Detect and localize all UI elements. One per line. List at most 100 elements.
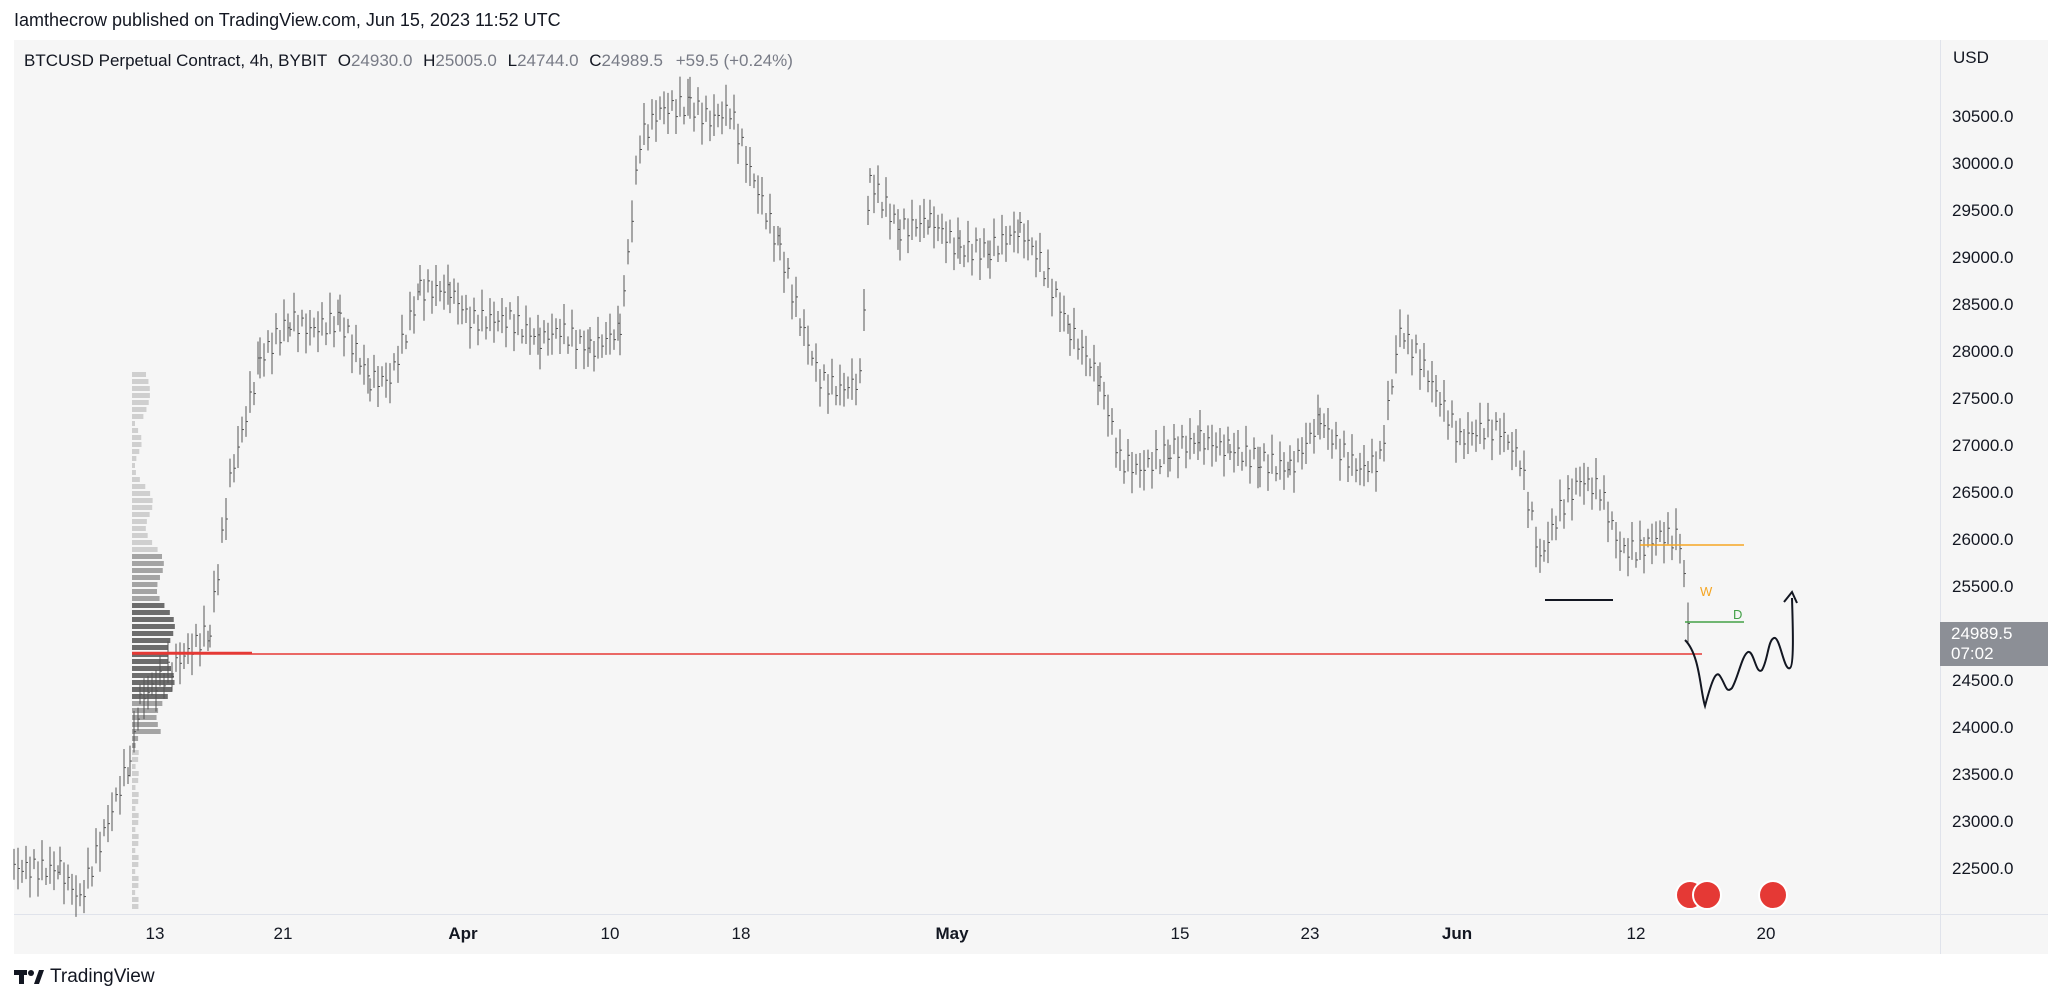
volume-profile-bar	[132, 442, 142, 447]
volume-profile-bar	[132, 750, 139, 755]
candle-series	[13, 76, 1690, 917]
volume-profile-bar	[132, 785, 136, 790]
volume-profile-bar	[132, 771, 139, 776]
volume-profile-bar	[132, 792, 139, 797]
tradingview-brand[interactable]: TradingView	[14, 966, 155, 988]
volume-profile-bar	[132, 498, 153, 503]
price-tick-label: 24000.0	[1952, 718, 2014, 737]
close-label: C	[589, 51, 602, 70]
volume-profile-bar	[132, 904, 139, 909]
volume-profile-bar	[132, 449, 140, 454]
volume-profile-bar	[132, 659, 169, 664]
volume-profile-bar	[132, 820, 139, 825]
volume-profile-bar	[132, 869, 136, 874]
price-tick-label: 30500.0	[1952, 107, 2014, 126]
volume-profile-bar	[132, 589, 158, 594]
volume-profile-bar	[132, 505, 153, 510]
weekly-level-label: W	[1700, 584, 1713, 599]
change-value: +59.5 (+0.24%)	[675, 51, 793, 70]
volume-profile-bar	[132, 400, 149, 405]
volume-profile-bar	[132, 883, 139, 888]
time-tick-label: 20	[1756, 924, 1776, 943]
us-flag-event-icon[interactable]	[1692, 880, 1722, 910]
volume-profile-bar	[132, 596, 160, 601]
price-axis[interactable]	[1940, 40, 2048, 914]
low-value: 24744.0	[517, 51, 579, 70]
publish-caption: Iamthecrow published on TradingView.com,…	[14, 10, 561, 30]
time-tick-label: 21	[273, 924, 293, 943]
currency-label[interactable]: USD	[1953, 48, 1989, 67]
volume-profile-bar	[132, 617, 174, 622]
volume-profile-bar	[132, 575, 160, 580]
volume-profile-bar	[132, 673, 174, 678]
price-tick-label: 27000.0	[1952, 436, 2014, 455]
volume-profile-bar	[132, 428, 139, 433]
volume-profile-bar	[132, 547, 158, 552]
time-tick-label: 23	[1300, 924, 1320, 943]
price-tick-label: 29500.0	[1952, 201, 2014, 220]
volume-profile-bar	[132, 799, 139, 804]
price-tick-label: 27500.0	[1952, 389, 2014, 408]
time-tick-label: Apr	[448, 924, 478, 943]
open-label: O	[337, 51, 351, 70]
price-tick-label: 22500.0	[1952, 859, 2014, 878]
us-flag-event-icon[interactable]	[1758, 880, 1788, 910]
bar-countdown: 07:02	[1951, 644, 1994, 663]
symbol-label[interactable]: BTCUSD Perpetual Contract, 4h, BYBIT	[24, 51, 327, 70]
price-tick-label: 23000.0	[1952, 812, 2014, 831]
volume-profile-bar	[132, 526, 146, 531]
volume-profile-bar	[132, 477, 140, 482]
volume-profile-bar	[132, 456, 137, 461]
time-tick-label: 12	[1626, 924, 1646, 943]
volume-profile-bar	[132, 379, 149, 384]
time-tick-label: Jun	[1441, 924, 1473, 943]
volume-profile-bar	[132, 386, 150, 391]
last-price-tag: 24989.5 07:02	[1940, 622, 2048, 666]
volume-profile-bar	[132, 540, 153, 545]
high-label: H	[423, 51, 436, 70]
price-tick-label: 26500.0	[1952, 483, 2014, 502]
volume-profile-bar	[132, 561, 164, 566]
volume-profile-bar	[132, 519, 147, 524]
volume-profile-bar	[132, 512, 150, 517]
volume-profile-bar	[132, 841, 139, 846]
volume-profile-bar	[132, 848, 136, 853]
low-label: L	[507, 51, 518, 70]
volume-profile-bar	[132, 890, 136, 895]
volume-profile-bar	[132, 680, 175, 685]
volume-profile-bar	[132, 736, 139, 741]
volume-profile-bar	[132, 806, 136, 811]
projection-arrow-icon	[1783, 590, 1798, 604]
volume-profile-bar	[132, 855, 139, 860]
volume-profile-bar	[132, 666, 172, 671]
time-axis[interactable]	[14, 914, 1940, 954]
close-value: 24989.5	[601, 51, 663, 70]
brand-name: TradingView	[50, 966, 155, 987]
volume-profile-bar	[132, 610, 170, 615]
volume-profile-bar	[132, 813, 139, 818]
volume-profile-bar	[132, 407, 147, 412]
volume-profile-bar	[132, 435, 142, 440]
volume-profile-bar	[132, 533, 148, 538]
volume-profile-bar	[132, 778, 139, 783]
volume-profile-bar	[132, 463, 135, 468]
time-tick-label: May	[935, 924, 969, 943]
volume-profile-bar	[132, 764, 136, 769]
volume-profile	[132, 372, 175, 909]
price-tick-label: 30000.0	[1952, 154, 2014, 173]
chart-pane[interactable]	[14, 40, 1940, 914]
volume-profile-bar	[132, 491, 151, 496]
axis-corner	[1940, 914, 2048, 954]
volume-profile-bar	[132, 827, 136, 832]
volume-profile-bar	[132, 701, 163, 706]
tradingview-logo-icon	[14, 970, 44, 984]
volume-profile-bar	[132, 834, 139, 839]
price-tick-label: 28500.0	[1952, 295, 2014, 314]
price-tick-label: 23500.0	[1952, 765, 2014, 784]
price-tick-label: 29000.0	[1952, 248, 2014, 267]
volume-profile-bar	[132, 470, 136, 475]
time-tick-label: 15	[1170, 924, 1190, 943]
open-value: 24930.0	[350, 51, 413, 70]
volume-profile-bar	[132, 876, 139, 881]
daily-level-label: D	[1733, 607, 1743, 622]
